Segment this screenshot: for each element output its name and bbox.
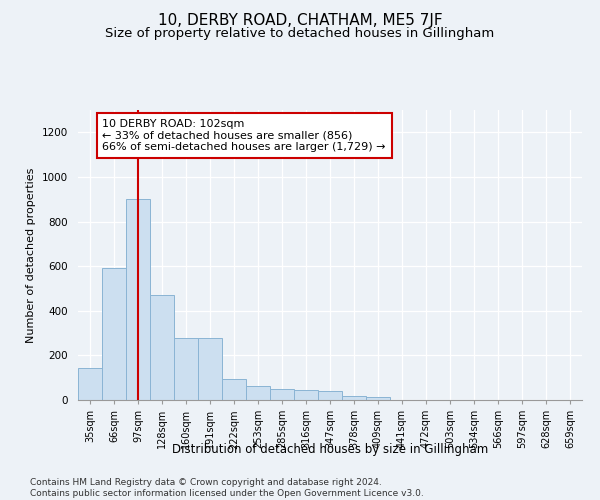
Text: 10 DERBY ROAD: 102sqm
← 33% of detached houses are smaller (856)
66% of semi-det: 10 DERBY ROAD: 102sqm ← 33% of detached … [103,119,386,152]
Bar [198,338,222,400]
Text: Size of property relative to detached houses in Gillingham: Size of property relative to detached ho… [106,28,494,40]
Text: Distribution of detached houses by size in Gillingham: Distribution of detached houses by size … [172,442,488,456]
Bar [102,268,126,400]
Bar [174,338,198,400]
Text: Contains HM Land Registry data © Crown copyright and database right 2024.
Contai: Contains HM Land Registry data © Crown c… [30,478,424,498]
Bar [366,396,390,400]
Bar [318,391,342,400]
Bar [222,379,246,400]
Bar [150,295,174,400]
Bar [270,389,294,400]
Bar [78,368,102,400]
Bar [294,390,318,400]
Bar [342,396,366,400]
Text: 10, DERBY ROAD, CHATHAM, ME5 7JF: 10, DERBY ROAD, CHATHAM, ME5 7JF [158,12,442,28]
Bar [246,386,270,400]
Y-axis label: Number of detached properties: Number of detached properties [26,168,37,342]
Bar [126,199,150,400]
